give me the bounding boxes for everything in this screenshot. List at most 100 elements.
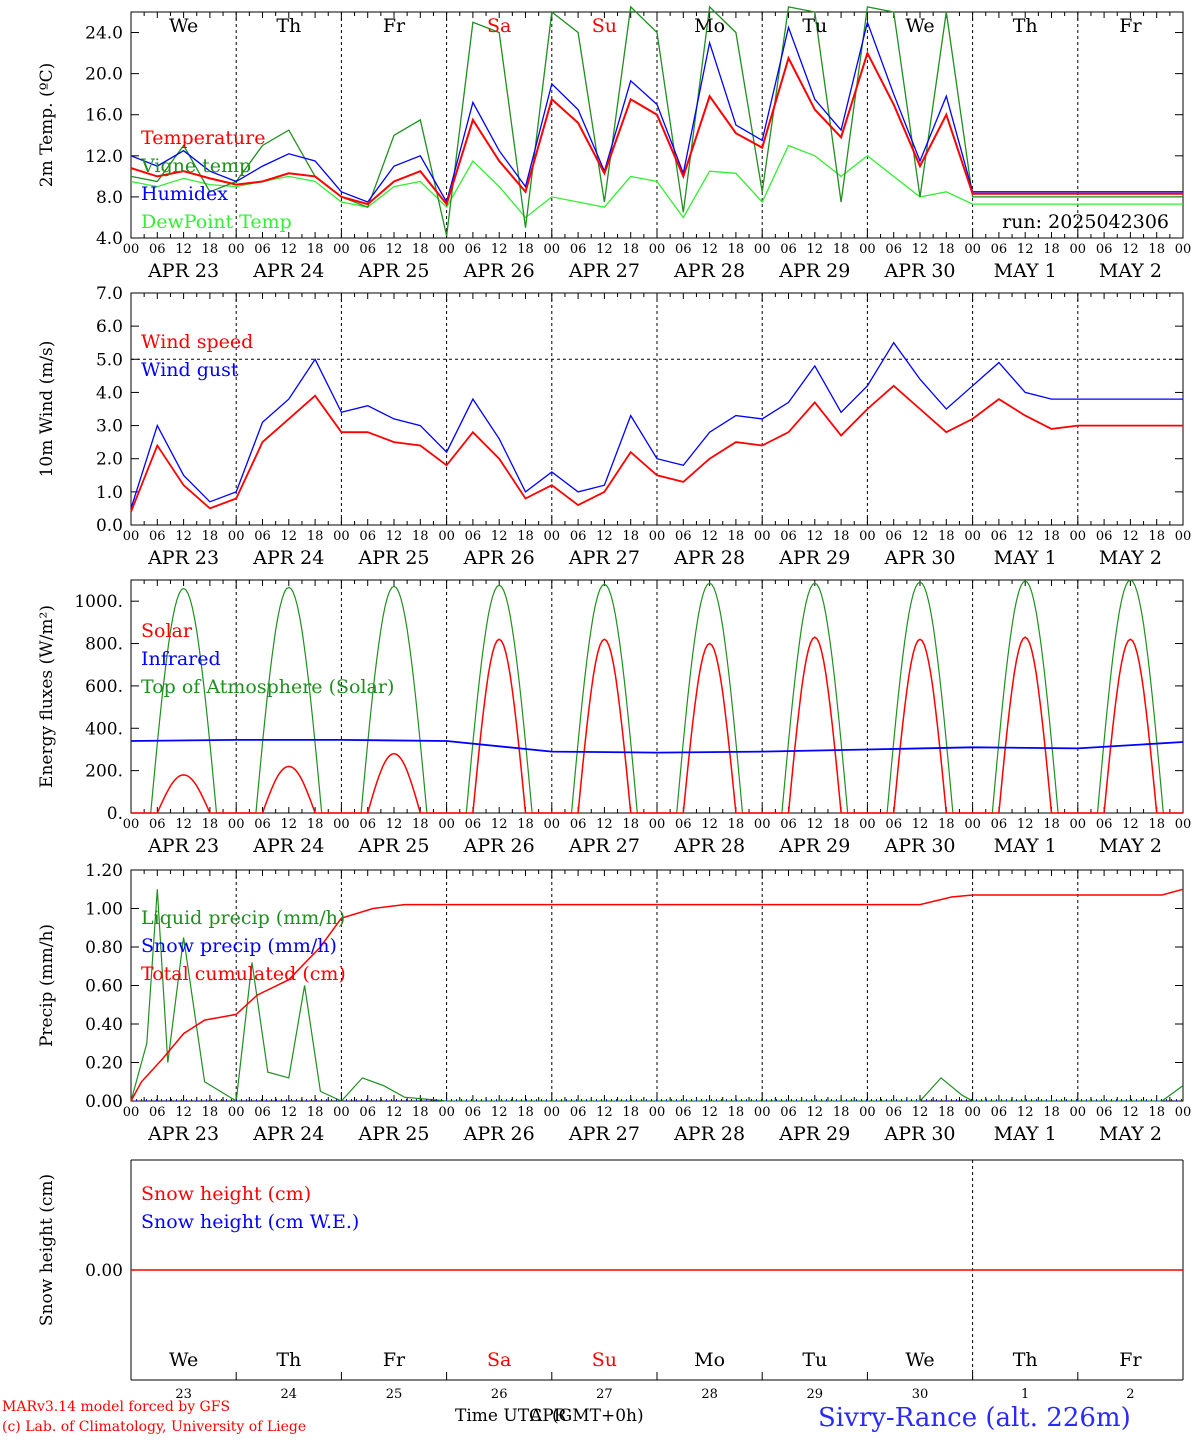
hour-tick-label: 06 xyxy=(149,817,166,832)
hour-tick-label: 18 xyxy=(307,529,324,544)
hour-tick-label: 18 xyxy=(1043,817,1060,832)
series-line-3 xyxy=(130,144,1183,219)
y-tick-label: 3.0 xyxy=(96,417,123,437)
day-number: 30 xyxy=(912,1387,929,1402)
y-tick-label: 2.0 xyxy=(96,450,123,470)
series-line-cumulated xyxy=(130,888,1184,1102)
y-tick-label: 5.0 xyxy=(96,350,123,370)
y-tick-label: 6.0 xyxy=(96,317,123,337)
hour-tick-label: 06 xyxy=(254,529,271,544)
y-tick-label: 400. xyxy=(85,719,123,739)
hour-tick-label: 12 xyxy=(386,529,403,544)
date-label: APR 27 xyxy=(568,547,640,569)
series-line-0 xyxy=(130,50,1183,207)
weekday-label: Fr xyxy=(1119,15,1142,37)
hour-tick-label: 12 xyxy=(912,817,929,832)
weekday-label: Fr xyxy=(383,15,406,37)
hour-tick-label: 06 xyxy=(1096,1105,1113,1120)
hour-tick-label: 18 xyxy=(412,529,429,544)
time-axis-label: Time UTC xyxy=(455,1406,543,1426)
hour-tick-label: 18 xyxy=(938,1105,955,1120)
hour-tick-label: 00 xyxy=(544,242,561,257)
date-label: MAY 1 xyxy=(994,1123,1057,1145)
hour-tick-label: 00 xyxy=(544,529,561,544)
hour-tick-label: 12 xyxy=(175,242,192,257)
hour-tick-label: 06 xyxy=(359,242,376,257)
hour-tick-label: 12 xyxy=(1017,242,1034,257)
legend-entry: Vigne temp xyxy=(140,155,251,177)
date-label: APR 26 xyxy=(463,260,535,282)
hour-tick-label: 18 xyxy=(938,817,955,832)
hour-tick-label: 00 xyxy=(1070,242,1087,257)
y-tick-label: 1.00 xyxy=(85,900,123,920)
hour-tick-label: 00 xyxy=(438,817,455,832)
weekday-label-bottom: Mo xyxy=(694,1349,725,1371)
day-number: 1 xyxy=(1021,1387,1029,1402)
hour-tick-label: 18 xyxy=(938,529,955,544)
hour-tick-label: 00 xyxy=(964,817,981,832)
hour-tick-label: 00 xyxy=(438,1105,455,1120)
y-tick-label: 0.0 xyxy=(96,516,123,536)
legend-entry: DewPoint Temp xyxy=(141,211,292,233)
date-label: APR 28 xyxy=(673,260,745,282)
date-label: APR 29 xyxy=(778,547,850,569)
hour-tick-label: 06 xyxy=(1096,529,1113,544)
hour-tick-label: 06 xyxy=(570,242,587,257)
hour-tick-label: 18 xyxy=(202,529,219,544)
date-label: APR 26 xyxy=(463,1123,535,1145)
weekday-label-bottom: Fr xyxy=(383,1349,406,1371)
day-number: 28 xyxy=(701,1387,718,1402)
date-label: MAY 2 xyxy=(1099,260,1162,282)
y-tick-label: 24.0 xyxy=(85,24,123,44)
hour-tick-label: 00 xyxy=(228,242,245,257)
hour-tick-label: 00 xyxy=(964,529,981,544)
hour-tick-label: 00 xyxy=(123,242,140,257)
hour-tick-label: 06 xyxy=(780,242,797,257)
series-line-infrared xyxy=(130,739,1184,754)
hour-tick-label: 12 xyxy=(912,1105,929,1120)
hour-tick-label: 00 xyxy=(754,1105,771,1120)
hour-tick-label: 00 xyxy=(754,529,771,544)
y-tick-label: 1.0 xyxy=(96,483,123,503)
hour-tick-label: 12 xyxy=(386,817,403,832)
y-tick-label: 800. xyxy=(85,635,123,655)
date-label: APR 24 xyxy=(252,1123,324,1145)
hour-tick-label: 18 xyxy=(728,1105,745,1120)
date-label: MAY 2 xyxy=(1099,1123,1162,1145)
series-line-liquid xyxy=(130,889,1184,1102)
y-axis-label: Precip (mm/h) xyxy=(37,924,57,1047)
date-label: APR 29 xyxy=(778,835,850,857)
hour-tick-label: 18 xyxy=(517,529,534,544)
hour-tick-label: 12 xyxy=(175,529,192,544)
hour-tick-label: 06 xyxy=(465,242,482,257)
hour-tick-label: 00 xyxy=(544,817,561,832)
hour-tick-label: 06 xyxy=(991,529,1008,544)
y-axis-label: 2m Temp. (ºC) xyxy=(37,63,57,188)
y-tick-label: 4.0 xyxy=(96,383,123,403)
weekday-label: Sa xyxy=(487,15,511,37)
legend-entry: Humidex xyxy=(141,183,228,205)
hour-tick-label: 12 xyxy=(596,1105,613,1120)
hour-tick-label: 00 xyxy=(333,1105,350,1120)
date-label: APR 28 xyxy=(673,1123,745,1145)
hour-tick-label: 18 xyxy=(307,242,324,257)
hour-tick-label: 18 xyxy=(622,817,639,832)
hour-tick-label: 00 xyxy=(964,242,981,257)
hour-tick-label: 12 xyxy=(386,242,403,257)
weekday-label-bottom: Sa xyxy=(487,1349,511,1371)
run-label: run: 2025042306 xyxy=(1002,211,1169,233)
hour-tick-label: 06 xyxy=(254,1105,271,1120)
hour-tick-label: 12 xyxy=(701,1105,718,1120)
weekday-label-bottom: Th xyxy=(1013,1349,1038,1371)
date-label: APR 30 xyxy=(883,1123,955,1145)
hour-tick-label: 00 xyxy=(1175,817,1192,832)
hour-tick-label: 12 xyxy=(175,817,192,832)
date-label: MAY 1 xyxy=(994,260,1057,282)
hour-tick-label: 18 xyxy=(622,242,639,257)
series-line-1 xyxy=(130,5,1183,237)
y-tick-label: 0.80 xyxy=(85,938,123,958)
hour-tick-label: 06 xyxy=(780,1105,797,1120)
y-tick-label: 8.0 xyxy=(96,188,123,208)
weekday-label: Su xyxy=(592,15,617,37)
hour-tick-label: 18 xyxy=(412,242,429,257)
